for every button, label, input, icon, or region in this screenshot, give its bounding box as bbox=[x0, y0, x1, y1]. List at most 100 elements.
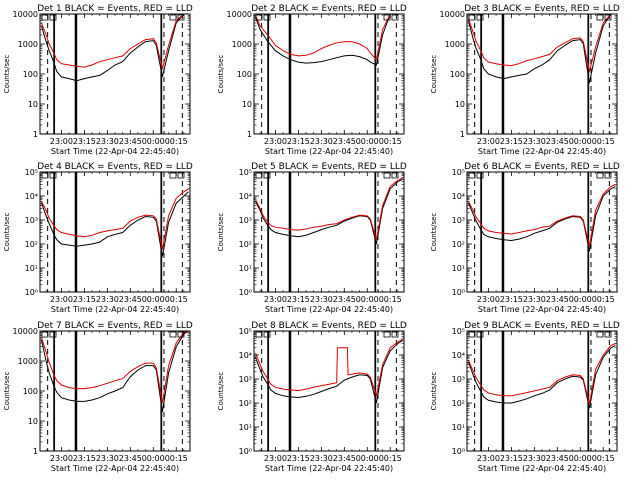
y-tick-label: 10⁰ bbox=[452, 447, 465, 456]
x-tick-label: 23:30 bbox=[310, 137, 333, 146]
y-tick-label: 10¹ bbox=[239, 264, 252, 273]
interval-box-marker bbox=[41, 331, 49, 338]
plot-frame bbox=[39, 13, 191, 135]
interval-box-marker bbox=[391, 331, 399, 338]
events-series-line bbox=[255, 14, 403, 66]
x-axis-label: Start Time (22-Apr-04 22:45:40) bbox=[51, 305, 179, 314]
interval-box-marker bbox=[596, 14, 604, 21]
interval-box-marker bbox=[263, 331, 271, 338]
event-markers bbox=[261, 172, 397, 292]
y-tick-label: 10⁵ bbox=[239, 327, 252, 336]
y-tick-label: 1 bbox=[460, 130, 465, 139]
x-tick-label: 00:00 bbox=[569, 454, 592, 463]
interval-box-marker bbox=[383, 331, 391, 338]
x-tick-label: 23:45 bbox=[119, 454, 142, 463]
x-tick-label: 23:30 bbox=[310, 454, 333, 463]
panel-title: Det 9 BLACK = Events, RED = LLD bbox=[464, 321, 620, 331]
events-series-line bbox=[468, 14, 616, 84]
x-tick-label: 23:15 bbox=[500, 295, 523, 304]
detector-panel-6: Det 6 BLACK = Events, RED = LLD 10⁰ 10¹ 10²… bbox=[430, 162, 620, 314]
interval-box-marker bbox=[383, 172, 391, 179]
x-tick-label: 23:15 bbox=[287, 454, 310, 463]
plot-frame bbox=[466, 330, 618, 452]
y-axis-label: Counts/sec bbox=[217, 213, 225, 252]
y-tick-label: 10² bbox=[239, 399, 252, 408]
y-tick-label: 10¹ bbox=[452, 423, 465, 432]
interval-box-marker bbox=[263, 14, 271, 21]
x-tick-label: 00:15 bbox=[379, 137, 402, 146]
x-axis-label: Start Time (22-Apr-04 22:45:40) bbox=[51, 464, 179, 473]
panel-title: Det 8 BLACK = Events, RED = LLD bbox=[251, 321, 407, 331]
x-axis-label: Start Time (22-Apr-04 22:45:40) bbox=[265, 147, 393, 156]
detector-panel-7: Det 7 BLACK = Events, RED = LLD 1 10 100 100… bbox=[3, 321, 193, 473]
x-tick-label: 23:00 bbox=[50, 137, 73, 146]
y-tick-label: 10¹ bbox=[25, 264, 38, 273]
x-tick-label: 00:15 bbox=[592, 295, 615, 304]
y-axis-label: Counts/sec bbox=[430, 372, 438, 411]
lld-series-line bbox=[41, 14, 189, 69]
x-tick-label: 00:15 bbox=[379, 454, 402, 463]
interval-box-marker bbox=[468, 172, 476, 179]
x-tick-label: 23:45 bbox=[119, 137, 142, 146]
panel-title: Det 4 BLACK = Events, RED = LLD bbox=[37, 162, 193, 172]
y-tick-label: 10⁵ bbox=[452, 168, 465, 177]
y-tick-label: 10000 bbox=[440, 10, 465, 19]
y-tick-label: 10 bbox=[455, 100, 465, 109]
x-tick-label: 23:30 bbox=[310, 295, 333, 304]
interval-box-marker bbox=[169, 331, 177, 338]
events-series-line bbox=[255, 178, 403, 245]
x-tick-label: 23:30 bbox=[523, 137, 546, 146]
x-tick-label: 00:15 bbox=[379, 295, 402, 304]
y-tick-label: 10³ bbox=[452, 375, 465, 384]
event-markers bbox=[47, 172, 183, 292]
event-markers bbox=[474, 331, 610, 451]
x-axis-label: Start Time (22-Apr-04 22:45:40) bbox=[478, 464, 606, 473]
x-axis-label: Start Time (22-Apr-04 22:45:40) bbox=[478, 305, 606, 314]
interval-box-marker bbox=[169, 172, 177, 179]
x-tick-label: 23:00 bbox=[477, 295, 500, 304]
interval-box-marker bbox=[255, 172, 263, 179]
x-tick-label: 23:15 bbox=[287, 137, 310, 146]
x-tick-label: 00:00 bbox=[142, 137, 165, 146]
x-tick-label: 23:45 bbox=[546, 295, 569, 304]
x-tick-label: 00:15 bbox=[592, 137, 615, 146]
x-tick-label: 23:00 bbox=[477, 454, 500, 463]
plot-frame bbox=[466, 171, 618, 293]
events-series-line bbox=[255, 340, 403, 404]
detector-panel-1: Det 1 BLACK = Events, RED = LLD 1 10 100 100… bbox=[3, 4, 193, 156]
x-tick-label: 23:45 bbox=[546, 454, 569, 463]
y-tick-label: 10⁵ bbox=[239, 168, 252, 177]
x-tick-label: 23:15 bbox=[500, 137, 523, 146]
interval-box-marker bbox=[49, 172, 57, 179]
y-tick-label: 10⁴ bbox=[452, 351, 465, 360]
interval-box-marker bbox=[177, 331, 185, 338]
y-tick-label: 100 bbox=[450, 70, 465, 79]
y-tick-label: 10² bbox=[452, 240, 465, 249]
x-tick-label: 00:00 bbox=[569, 295, 592, 304]
panel-title: Det 7 BLACK = Events, RED = LLD bbox=[37, 321, 193, 331]
panel-title: Det 5 BLACK = Events, RED = LLD bbox=[251, 162, 407, 172]
x-tick-label: 23:30 bbox=[96, 295, 119, 304]
interval-box-marker bbox=[177, 14, 185, 21]
y-tick-label: 10³ bbox=[239, 216, 252, 225]
y-axis-label: Counts/sec bbox=[217, 372, 225, 411]
y-tick-label: 100 bbox=[23, 70, 38, 79]
plot-frame bbox=[253, 13, 405, 135]
y-tick-label: 10⁵ bbox=[25, 168, 38, 177]
detector-panel-5: Det 5 BLACK = Events, RED = LLD 10⁰ 10¹ 10²… bbox=[217, 162, 407, 314]
lld-series-line bbox=[468, 14, 616, 72]
detector-panel-4: Det 4 BLACK = Events, RED = LLD 10⁰ 10¹ 10²… bbox=[3, 162, 193, 314]
x-tick-label: 00:15 bbox=[592, 454, 615, 463]
y-tick-label: 10³ bbox=[452, 216, 465, 225]
y-tick-label: 10⁰ bbox=[452, 288, 465, 297]
x-tick-label: 00:00 bbox=[356, 295, 379, 304]
events-series-line bbox=[468, 344, 616, 409]
x-tick-label: 23:45 bbox=[333, 137, 356, 146]
events-series-line bbox=[41, 14, 189, 82]
y-tick-label: 10 bbox=[28, 100, 38, 109]
y-tick-label: 10⁴ bbox=[25, 192, 38, 201]
event-markers bbox=[261, 331, 397, 451]
y-tick-label: 1 bbox=[33, 130, 38, 139]
interval-box-marker bbox=[604, 14, 612, 21]
x-tick-label: 00:15 bbox=[165, 295, 188, 304]
